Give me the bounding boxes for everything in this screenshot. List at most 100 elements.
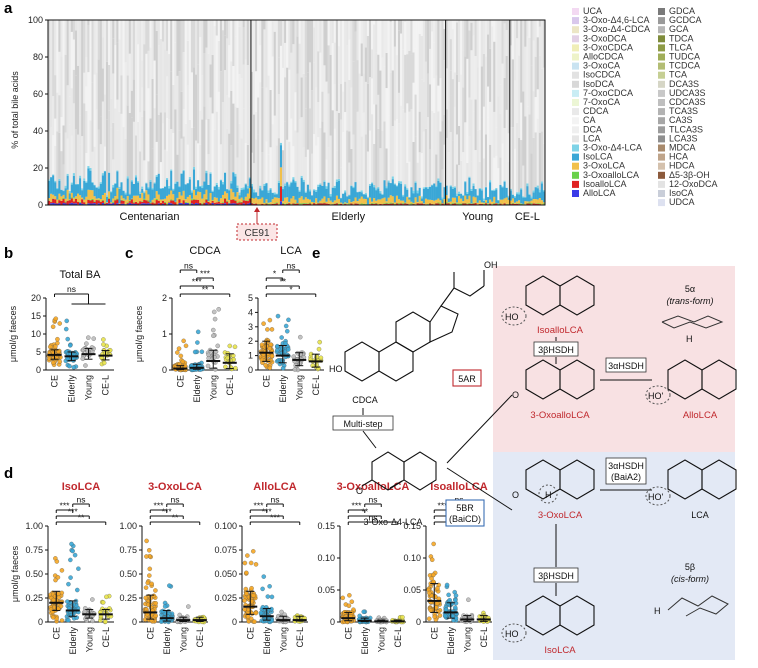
bar-seg-3-oxolca: [124, 199, 127, 204]
bar-seg-3-oxo-4-lca: [105, 195, 109, 197]
bar-seg-3-oxoallolca: [520, 203, 523, 205]
bar-seg-3-oxo-4-lca: [397, 181, 401, 184]
sig-label: ns: [369, 513, 378, 523]
bar-seg-isoallolca: [234, 200, 237, 204]
bar-seg-isolca: [153, 183, 156, 199]
bar-seg-3-oxo-4-lca: [284, 183, 287, 186]
bar-seg-other: [484, 134, 488, 187]
bar-seg-other: [72, 69, 76, 104]
legend-item: HDCA: [669, 161, 695, 171]
legend-item: TLCA3S: [669, 124, 703, 134]
bar-seg-other: [362, 73, 366, 113]
scatter-point-ce-l: [103, 619, 108, 624]
scatter-xtick-label: Elderly: [360, 627, 370, 655]
bar-seg-isoallolca: [325, 203, 328, 205]
bar-seg-isolca: [151, 189, 154, 200]
bar-seg-other: [128, 20, 132, 54]
bar-seg-isoallolca: [141, 201, 144, 204]
bar-seg-isolca: [503, 181, 506, 199]
bar-seg-other: [528, 20, 531, 38]
bar-seg-allolca: [105, 203, 109, 205]
scatter-ytick-label: 0.10: [317, 553, 335, 563]
bar-seg-isolca: [203, 181, 206, 195]
bar-seg-other: [166, 50, 169, 77]
bar-seg-other: [279, 20, 283, 46]
bar-seg-isoallolca: [134, 202, 138, 205]
bar-seg-allolca: [101, 202, 105, 205]
bar-seg-isoallolca: [221, 202, 225, 204]
bar-seg-other: [211, 55, 214, 114]
bar-seg-other: [532, 91, 535, 138]
bar-seg-other: [147, 50, 150, 89]
scatter-xtick-label: CE-L: [295, 627, 305, 648]
bar-seg-other: [503, 77, 506, 128]
bar-seg-3-oxolca: [443, 199, 446, 204]
bar-seg-3-oxolca: [271, 199, 274, 204]
scatter-point-ce: [347, 593, 352, 598]
bar-seg-3-oxo-4-lca: [317, 184, 320, 187]
bar-seg-other: [132, 20, 136, 80]
bar-seg-isoallolca: [240, 202, 243, 205]
bar-seg-other: [224, 70, 227, 130]
bar-seg-other: [449, 95, 453, 133]
scatter-ytick-label: 1.00: [25, 521, 43, 531]
bar-seg-other: [493, 157, 496, 190]
bar-seg-other: [207, 154, 210, 185]
bar-seg-3-oxo-4-lca: [516, 192, 519, 195]
bar-seg-3-oxoallolca: [211, 200, 214, 201]
bar-seg-3-oxoallolca: [74, 198, 78, 199]
bar-seg-other: [497, 20, 500, 97]
bar-seg-other: [393, 20, 397, 47]
bar-seg-other: [172, 132, 175, 189]
bar-seg-3-oxo-4-lca: [83, 178, 86, 181]
bar-seg-other: [221, 102, 225, 182]
bar-seg-3-oxolca: [114, 196, 117, 200]
bar-seg-3-oxolca: [292, 196, 295, 204]
bar-seg-other: [302, 147, 305, 180]
bar-seg-3-oxolca: [410, 201, 413, 204]
bar-seg-other: [56, 20, 59, 93]
bar-seg-other: [199, 110, 202, 145]
legend-swatch: [572, 108, 579, 116]
bar-seg-3-oxoallolca: [273, 203, 276, 204]
legend-swatch: [658, 162, 665, 170]
bar-seg-3-oxoallolca: [387, 203, 390, 204]
bar-seg-3-oxolca: [331, 202, 334, 204]
bar-seg-other: [277, 20, 281, 58]
bar-seg-other: [516, 122, 519, 193]
bar-seg-isolca: [368, 185, 372, 198]
bar-seg-other: [360, 136, 363, 191]
bar-seg-3-oxo-4-lca: [507, 195, 510, 198]
bar-seg-other: [95, 20, 98, 73]
bar-seg-isolca: [507, 197, 510, 200]
scatter-xtick-label: Elderly: [67, 375, 77, 403]
bar-seg-isolca: [219, 180, 223, 199]
bar-seg-3-oxo-4-lca: [308, 189, 312, 192]
bar-seg-other: [522, 20, 525, 92]
scatter-point-ce: [146, 548, 152, 553]
bar-seg-3-oxolca: [66, 189, 69, 201]
scatter-point-elderly: [67, 363, 72, 369]
multistep-label: Multi-step: [343, 419, 382, 429]
scatter-point-elderly: [68, 575, 73, 580]
bar-seg-other: [205, 119, 208, 171]
bar-seg-other: [464, 56, 467, 123]
bar-seg-isoallolca: [50, 202, 53, 204]
bar-seg-3-oxo-4-lca: [441, 197, 444, 200]
scatter-xtick-label: CE-L: [225, 375, 235, 396]
bar-seg-isolca: [509, 190, 513, 201]
bar-seg-other: [105, 20, 109, 62]
bar-seg-allolca: [157, 203, 161, 205]
isoallolca-ho: HO: [505, 312, 519, 322]
bar-seg-isoallolca: [385, 203, 388, 205]
bar-seg-other: [85, 57, 88, 87]
legend-item: CDCA3S: [669, 97, 706, 107]
bar-seg-3-oxo-4-lca: [155, 175, 158, 177]
scatter-point-ce: [57, 359, 63, 364]
sig-label: ns: [171, 495, 180, 505]
bar-seg-isolca: [306, 184, 310, 199]
bar-seg-other: [371, 20, 374, 50]
bar-seg-3-oxolca: [147, 194, 150, 201]
